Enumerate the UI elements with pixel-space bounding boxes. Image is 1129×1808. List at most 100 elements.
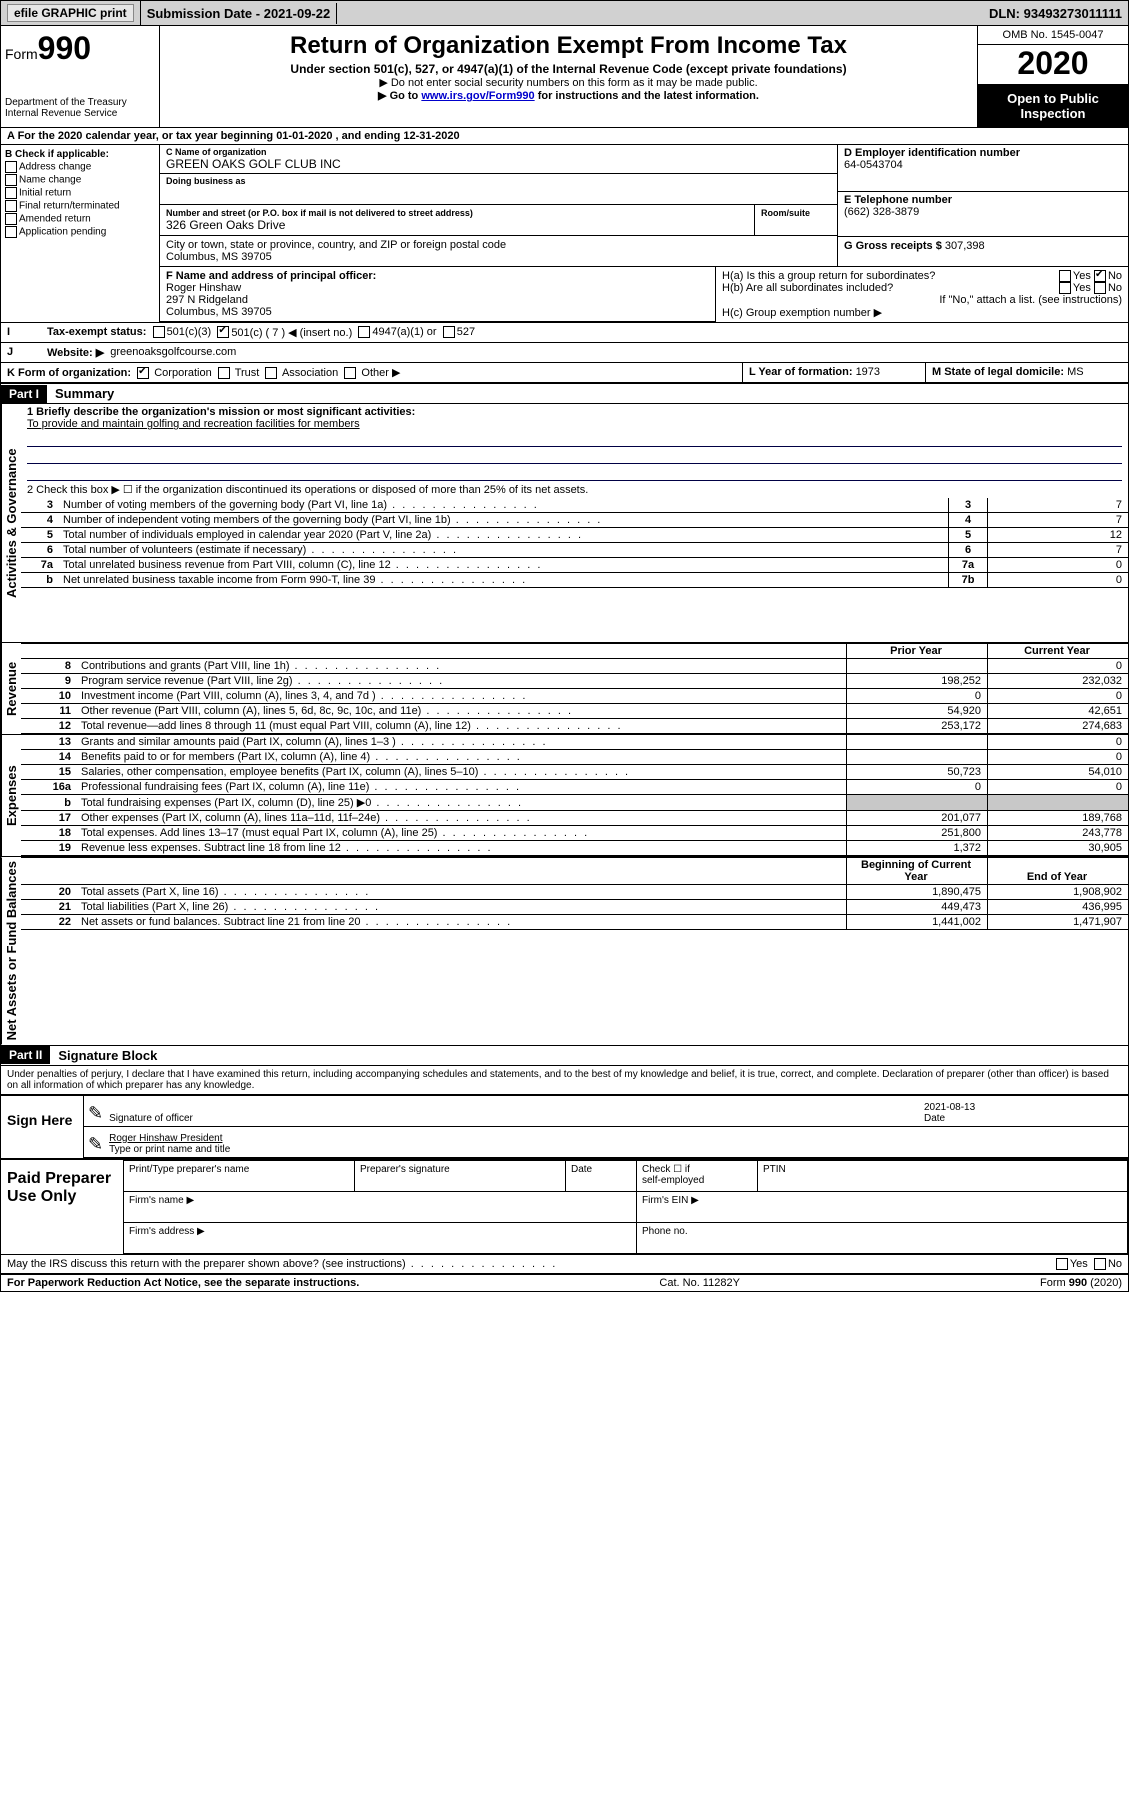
- m-label: M State of legal domicile:: [932, 366, 1067, 378]
- org-name: GREEN OAKS GOLF CLUB INC: [166, 157, 831, 171]
- table-row: bTotal fundraising expenses (Part IX, co…: [21, 795, 1128, 811]
- hc-label: H(c) Group exemption number ▶: [722, 306, 1122, 319]
- irs-label: Internal Revenue Service: [5, 108, 155, 119]
- hb-label: H(b) Are all subordinates included?: [722, 282, 893, 294]
- chk-527[interactable]: [443, 326, 455, 338]
- expenses-block: Expenses 13Grants and similar amounts pa…: [1, 734, 1128, 856]
- vlabel-expenses: Expenses: [1, 735, 21, 856]
- blank-line: [27, 449, 1122, 464]
- efile-print-button[interactable]: efile GRAPHIC print: [7, 4, 134, 22]
- form-title: Return of Organization Exempt From Incom…: [168, 32, 969, 60]
- hb-no[interactable]: [1094, 282, 1106, 294]
- hb-no-lbl: No: [1108, 282, 1122, 294]
- table-row: 11Other revenue (Part VIII, column (A), …: [21, 704, 1128, 719]
- table-row: 9Program service revenue (Part VIII, lin…: [21, 674, 1128, 689]
- discuss-no[interactable]: [1094, 1258, 1106, 1270]
- table-row: 4Number of independent voting members of…: [21, 513, 1128, 528]
- chk-name-change[interactable]: [5, 174, 17, 186]
- governance-block: Activities & Governance 1 Briefly descri…: [1, 404, 1128, 642]
- revenue-block: Revenue Prior YearCurrent Year 8Contribu…: [1, 642, 1128, 734]
- l-label: L Year of formation:: [749, 366, 856, 378]
- blank-line: [27, 466, 1122, 481]
- city-label: City or town, state or province, country…: [166, 239, 831, 251]
- officer-addr2: Columbus, MS 39705: [166, 306, 709, 318]
- state-domicile: MS: [1067, 366, 1084, 378]
- table-row: 6Total number of volunteers (estimate if…: [21, 543, 1128, 558]
- pen-icon: ✎: [88, 1134, 103, 1155]
- part2-header-row: Part II Signature Block: [1, 1045, 1128, 1066]
- form-ref: Form 990 (2020): [1040, 1277, 1122, 1289]
- col-current-year: Current Year: [988, 644, 1129, 659]
- pen-icon: ✎: [88, 1103, 103, 1124]
- table-row: 20Total assets (Part X, line 16)1,890,47…: [21, 885, 1128, 900]
- form-number: Form990: [5, 30, 155, 67]
- lbl-name-change: Name change: [19, 175, 81, 186]
- lbl-amended: Amended return: [19, 214, 91, 225]
- name-title-label: Type or print name and title: [109, 1144, 230, 1155]
- discuss-yes-lbl: Yes: [1070, 1258, 1088, 1270]
- phone-value: (662) 328-3879: [844, 206, 1122, 218]
- g-receipts-label: G Gross receipts $: [844, 240, 945, 252]
- chk-4947[interactable]: [358, 326, 370, 338]
- lbl-other: Other ▶: [361, 367, 400, 379]
- col-prior-year: Prior Year: [847, 644, 988, 659]
- ha-no[interactable]: [1094, 270, 1106, 282]
- org-city: Columbus, MS 39705: [166, 251, 831, 263]
- chk-501c3[interactable]: [153, 326, 165, 338]
- open-inspection: Open to Public Inspection: [978, 85, 1128, 127]
- lbl-initial-return: Initial return: [19, 188, 71, 199]
- chk-address-change[interactable]: [5, 161, 17, 173]
- lbl-assoc: Association: [282, 367, 338, 379]
- hb-yes[interactable]: [1059, 282, 1071, 294]
- part1-title: Summary: [47, 384, 122, 403]
- form-subtitle: Under section 501(c), 527, or 4947(a)(1)…: [168, 62, 969, 76]
- q2-text: 2 Check this box ▶ ☐ if the organization…: [27, 483, 1122, 496]
- chk-501c[interactable]: [217, 326, 229, 338]
- chk-app-pending[interactable]: [5, 226, 17, 238]
- top-bar: efile GRAPHIC print Submission Date - 20…: [1, 1, 1128, 26]
- klm-row: K Form of organization: Corporation Trus…: [1, 363, 1128, 383]
- discuss-yes[interactable]: [1056, 1258, 1068, 1270]
- governance-table: 3Number of voting members of the governi…: [21, 498, 1128, 588]
- c-name-label: C Name of organization: [166, 147, 831, 157]
- table-row: 7aTotal unrelated business revenue from …: [21, 558, 1128, 573]
- ha-no-lbl: No: [1108, 270, 1122, 282]
- chk-assoc[interactable]: [265, 367, 277, 379]
- chk-initial-return[interactable]: [5, 187, 17, 199]
- preparer-section: Paid Preparer Use Only Print/Type prepar…: [1, 1158, 1128, 1254]
- netassets-block: Net Assets or Fund Balances Beginning of…: [1, 856, 1128, 1044]
- table-row: 15Salaries, other compensation, employee…: [21, 765, 1128, 780]
- ha-yes[interactable]: [1059, 270, 1071, 282]
- website-value: greenoaksgolfcourse.com: [110, 346, 236, 359]
- chk-final-return[interactable]: [5, 200, 17, 212]
- dln-label: DLN:: [989, 6, 1024, 21]
- chk-amended[interactable]: [5, 213, 17, 225]
- room-label: Room/suite: [761, 208, 831, 218]
- officer-addr1: 297 N Ridgeland: [166, 294, 709, 306]
- table-row: 8Contributions and grants (Part VIII, li…: [21, 659, 1128, 674]
- dln-value: 93493273011111: [1024, 6, 1122, 21]
- dept-treasury: Department of the Treasury: [5, 97, 155, 108]
- self-emp-chk-label: Check ☐ if: [642, 1164, 690, 1175]
- part1-badge: Part I: [1, 385, 47, 403]
- chk-corp[interactable]: [137, 367, 149, 379]
- instructions-link[interactable]: www.irs.gov/Form990: [421, 90, 534, 102]
- table-row: 22Net assets or fund balances. Subtract …: [21, 915, 1128, 930]
- vlabel-governance: Activities & Governance: [1, 404, 21, 642]
- lbl-corp: Corporation: [154, 367, 211, 379]
- table-row: 3Number of voting members of the governi…: [21, 498, 1128, 513]
- year-formation: 1973: [856, 366, 880, 378]
- preparer-title: Paid Preparer Use Only: [1, 1160, 123, 1254]
- table-row: 12Total revenue—add lines 8 through 11 (…: [21, 719, 1128, 734]
- mission-text: To provide and maintain golfing and recr…: [27, 418, 1122, 430]
- officer-name: Roger Hinshaw: [166, 282, 709, 294]
- col-eoy: End of Year: [988, 858, 1129, 885]
- k-label: K Form of organization:: [7, 367, 131, 379]
- chk-other[interactable]: [344, 367, 356, 379]
- vlabel-netassets: Net Assets or Fund Balances: [1, 857, 21, 1044]
- f-officer-label: F Name and address of principal officer:: [166, 270, 709, 282]
- row-a-period: A For the 2020 calendar year, or tax yea…: [1, 128, 1128, 145]
- lbl-501c3: 501(c)(3): [167, 326, 212, 339]
- submission-date-label: Submission Date -: [147, 6, 264, 21]
- chk-trust[interactable]: [218, 367, 230, 379]
